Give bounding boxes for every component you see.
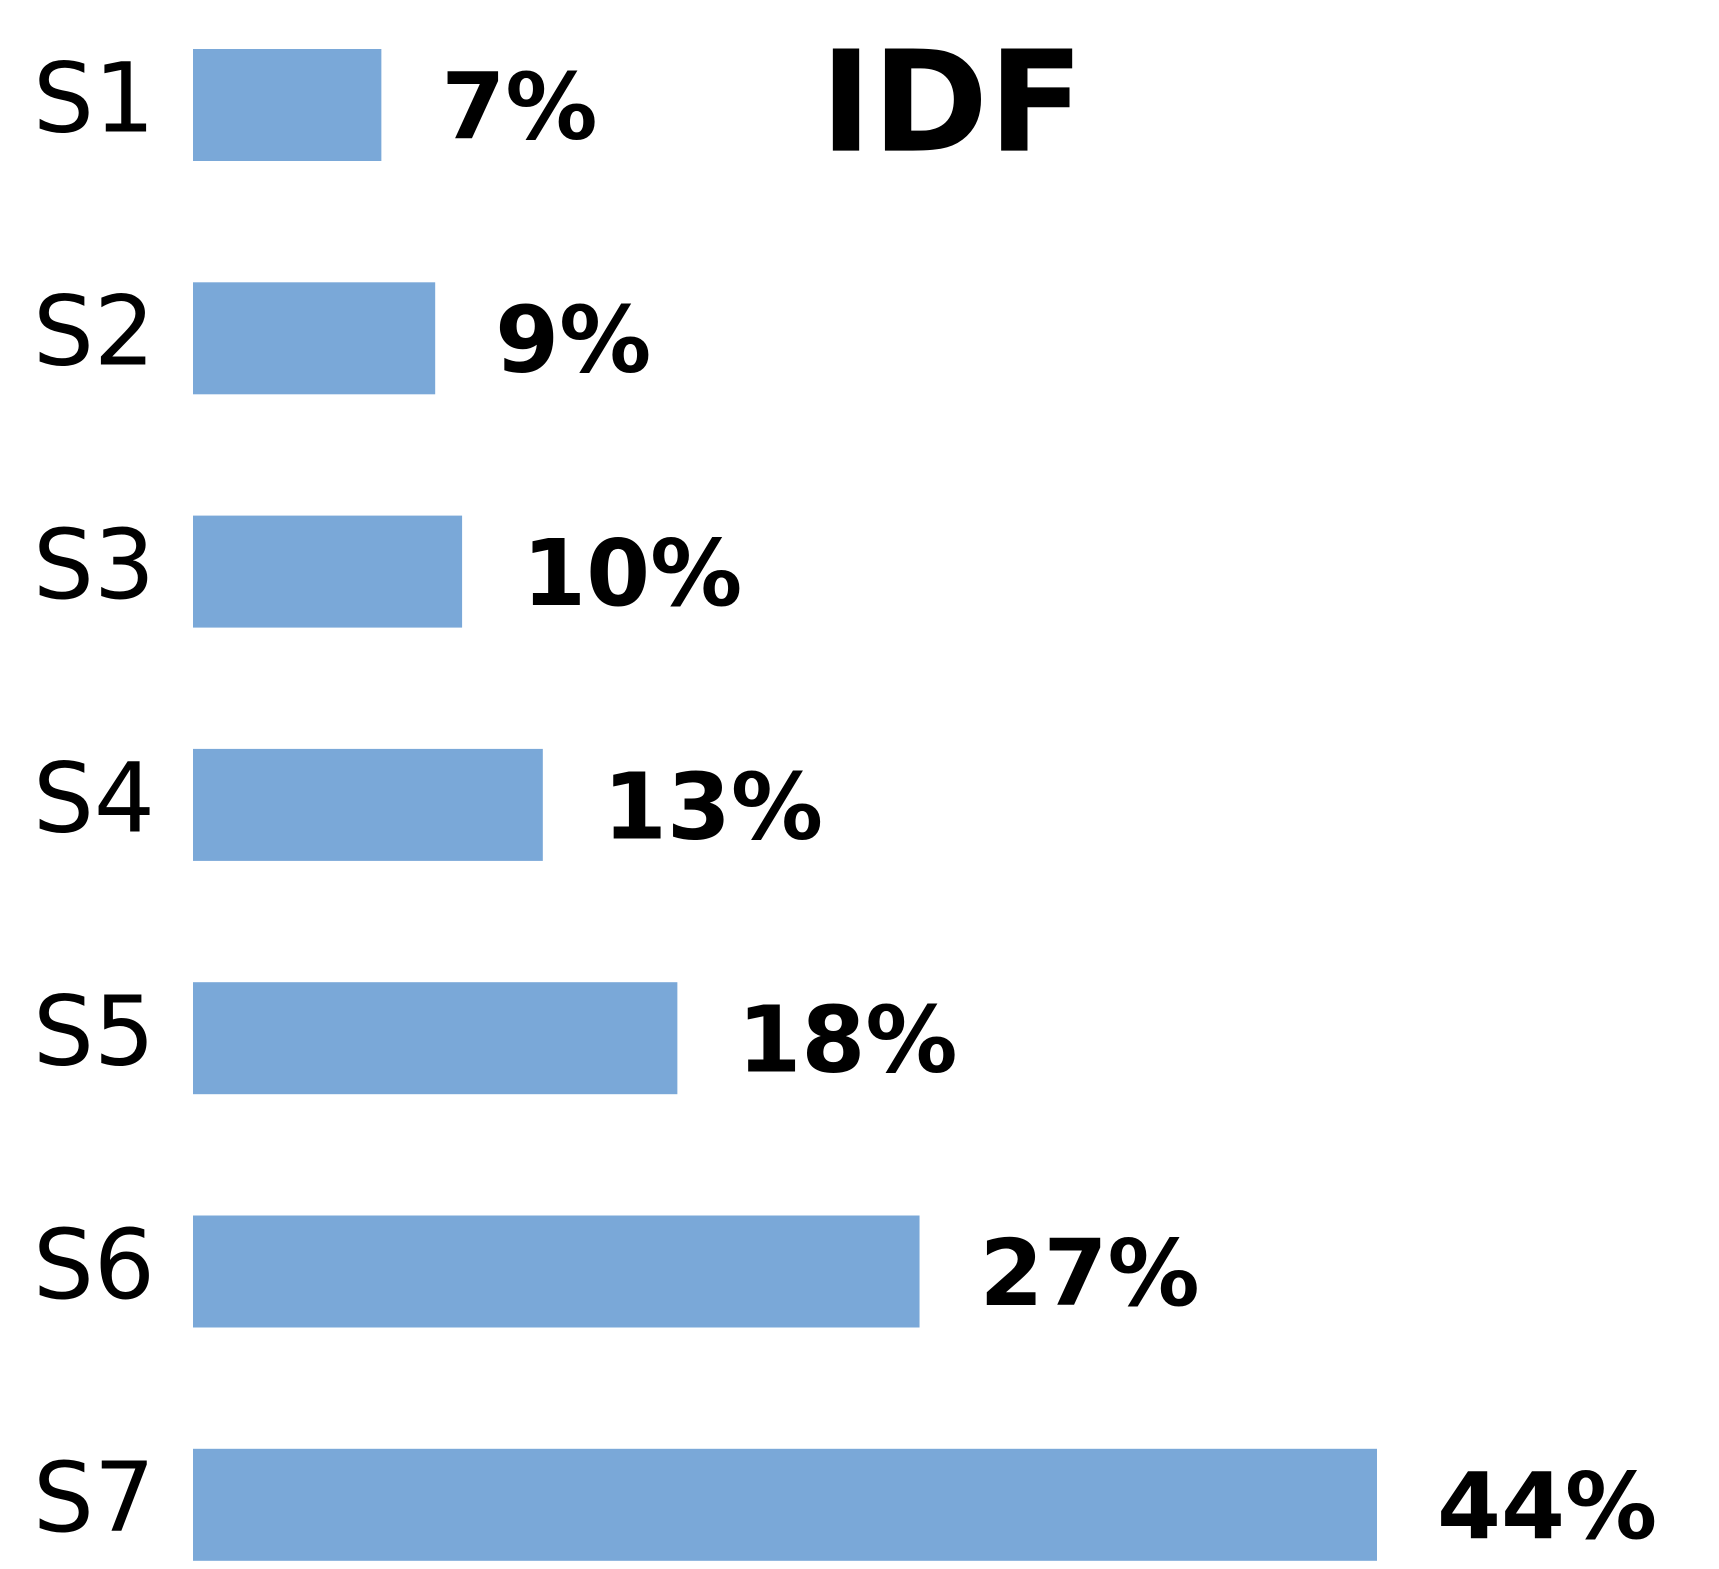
category-label: S5	[33, 976, 155, 1088]
bar	[193, 748, 543, 861]
category-label: S2	[33, 276, 155, 388]
value-label: 7%	[441, 53, 597, 160]
category-label: S4	[33, 742, 155, 854]
value-label: 27%	[980, 1220, 1200, 1327]
bar	[193, 49, 382, 161]
value-label: 10%	[522, 520, 742, 627]
category-label: S7	[33, 1442, 155, 1554]
bar	[193, 1215, 920, 1328]
bar	[193, 1448, 1377, 1561]
category-label: S3	[33, 509, 155, 621]
value-label: 18%	[737, 987, 957, 1094]
category-label: S6	[33, 1209, 155, 1321]
category-label: S1	[33, 42, 155, 154]
bar	[193, 282, 436, 395]
chart-title: IDF	[820, 22, 1084, 185]
value-label: 44%	[1437, 1453, 1657, 1560]
bar	[193, 515, 463, 628]
value-label: 9%	[495, 287, 651, 394]
value-label: 13%	[603, 753, 823, 860]
bar	[193, 982, 678, 1095]
